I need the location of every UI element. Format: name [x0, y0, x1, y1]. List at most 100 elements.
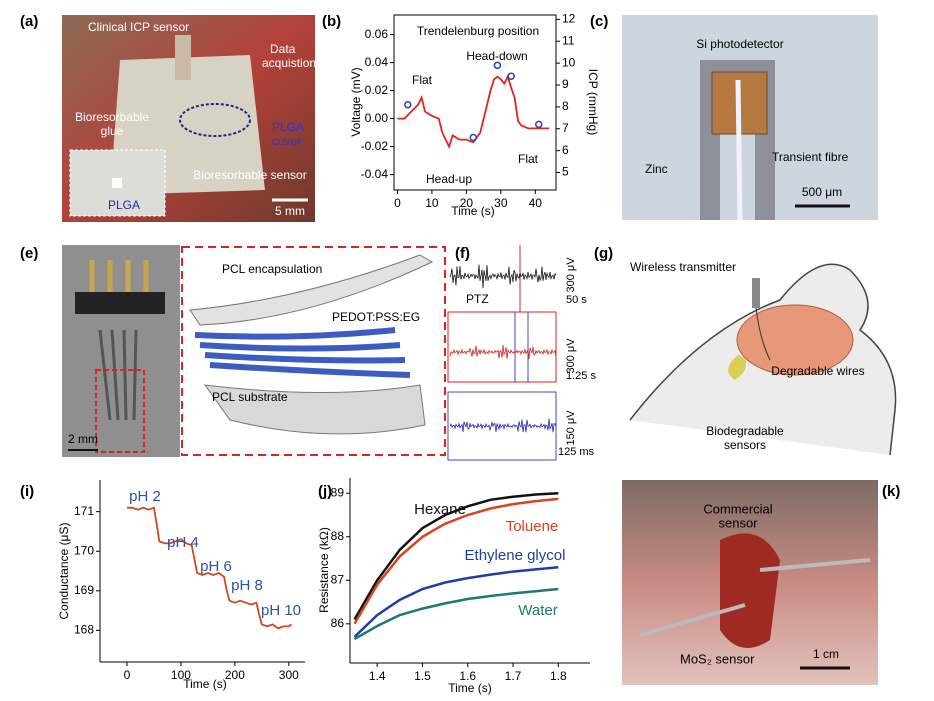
- panel-label: (f): [455, 245, 470, 262]
- x-tick-label: 10: [425, 196, 439, 210]
- x-axis-title: Time (s): [451, 204, 495, 218]
- annotation: PCL substrate: [212, 390, 288, 404]
- pcl-encapsulation: [189, 254, 434, 326]
- olfactory: [728, 355, 747, 380]
- y-tick-label: 86: [331, 616, 345, 630]
- x-tick-label: 20: [460, 196, 474, 210]
- panel-label: (a): [20, 13, 38, 30]
- data-line: [353, 491, 559, 621]
- data-point: [404, 100, 412, 109]
- pedot-tracks: [194, 327, 411, 378]
- annotation: Head-up: [426, 172, 472, 186]
- annotation: 1 cm: [813, 647, 839, 661]
- annotation: sensors: [724, 438, 766, 452]
- inset-sensor: [112, 178, 122, 188]
- annotation: PTZ: [466, 292, 489, 306]
- annotation: PLGA: [108, 198, 140, 212]
- x-tick-label: 100: [171, 668, 191, 682]
- annotation: pH 10: [261, 602, 301, 619]
- y-tick-label: 0.06: [365, 27, 389, 41]
- panel-label: (i): [20, 483, 34, 500]
- x-tick-label: 40: [529, 196, 543, 210]
- instruments: [639, 558, 871, 637]
- series-label: Toluene: [506, 518, 559, 535]
- icp-probe: [175, 35, 191, 80]
- annotation: Zinc: [645, 162, 668, 176]
- x-tick-label: 1.6: [459, 669, 476, 683]
- annotation: MoS₂ sensor: [680, 651, 755, 666]
- y2-tick-label: 11: [562, 33, 575, 47]
- annotation: Flat: [412, 73, 433, 87]
- signal-trace: [449, 264, 557, 289]
- y2-tick-label: 7: [562, 121, 569, 135]
- x-tick-label: 0: [124, 668, 131, 682]
- panel-label: (g): [594, 245, 613, 262]
- annotation: 1.25 s: [566, 370, 596, 382]
- data-line: [127, 506, 293, 630]
- annotation: Degradable wires: [771, 364, 864, 378]
- data-point: [493, 61, 502, 70]
- annotation: sensor: [718, 515, 758, 530]
- annotation: pH 2: [129, 488, 161, 505]
- photo-a: [62, 15, 315, 222]
- data-point: [469, 133, 478, 142]
- annotation: Transient fibre: [772, 150, 849, 164]
- connector: [75, 292, 165, 314]
- y2-tick-label: 12: [562, 12, 576, 26]
- data-point: [507, 72, 515, 80]
- annotation: glue: [101, 124, 124, 138]
- x-tick-label: 1.5: [414, 669, 431, 683]
- panel-label: (k): [882, 483, 900, 500]
- x-tick-label: 1.4: [369, 669, 386, 683]
- annotation: PLGA: [272, 120, 304, 134]
- annotation: Bioresorbable: [75, 110, 149, 124]
- photo-e: [62, 245, 446, 457]
- plga-outline: [179, 103, 251, 137]
- annotation: 300 μV: [565, 338, 577, 374]
- y-tick-label: 0.02: [365, 83, 389, 97]
- brain: [736, 304, 854, 376]
- y2-tick-label: 8: [562, 99, 569, 113]
- x-tick-label: 30: [494, 196, 508, 210]
- y2-tick-label: 9: [562, 77, 569, 91]
- zoom-box-red: [447, 311, 557, 383]
- annotation: 2 mm: [68, 432, 98, 446]
- panel-label: (e): [20, 245, 38, 262]
- annotation: 5 mm: [275, 204, 305, 218]
- annotation: acquistion: [262, 56, 316, 70]
- annotation: 500 μm: [802, 185, 842, 199]
- surgical-site: [720, 533, 780, 648]
- x-axis-title: Time (s): [183, 677, 227, 691]
- transmitter: [752, 278, 760, 308]
- annotation: 50 s: [566, 294, 587, 306]
- x-tick-label: 0: [394, 196, 401, 210]
- panel-label: (j): [318, 483, 332, 500]
- schematic-g: [622, 245, 907, 456]
- annotation: Wireless transmitter: [630, 260, 736, 274]
- y-tick-label: 0.00: [365, 111, 389, 125]
- y-tick-label: -0.02: [361, 139, 389, 153]
- data-line: [353, 587, 559, 641]
- zoom-box: [95, 369, 145, 453]
- annotation: Flat: [518, 152, 539, 166]
- annotation: 150 μV: [565, 410, 577, 446]
- annotation: cover: [272, 134, 301, 148]
- signal-trace: [449, 344, 557, 359]
- y2-tick-label: 6: [562, 143, 569, 157]
- x-tick-label: 1.7: [505, 669, 522, 683]
- series-label: Ethylene glycol: [465, 547, 566, 564]
- panel-label: (c): [590, 13, 608, 30]
- annotation: Biodegradable: [706, 424, 784, 438]
- plot-frame: [393, 14, 557, 191]
- annotation: Si photodetector: [696, 37, 783, 51]
- annotation: Head-down: [466, 49, 527, 63]
- y2-tick-label: 10: [562, 55, 576, 69]
- y2-axis-title: ICP (mmHg): [586, 69, 600, 135]
- data-line: [353, 565, 559, 638]
- y-tick-label: 170: [74, 543, 94, 557]
- signal-trace: [449, 418, 557, 433]
- annotation: Data: [270, 42, 296, 56]
- pins: [89, 260, 149, 292]
- annotation: PCL encapsulation: [222, 262, 322, 276]
